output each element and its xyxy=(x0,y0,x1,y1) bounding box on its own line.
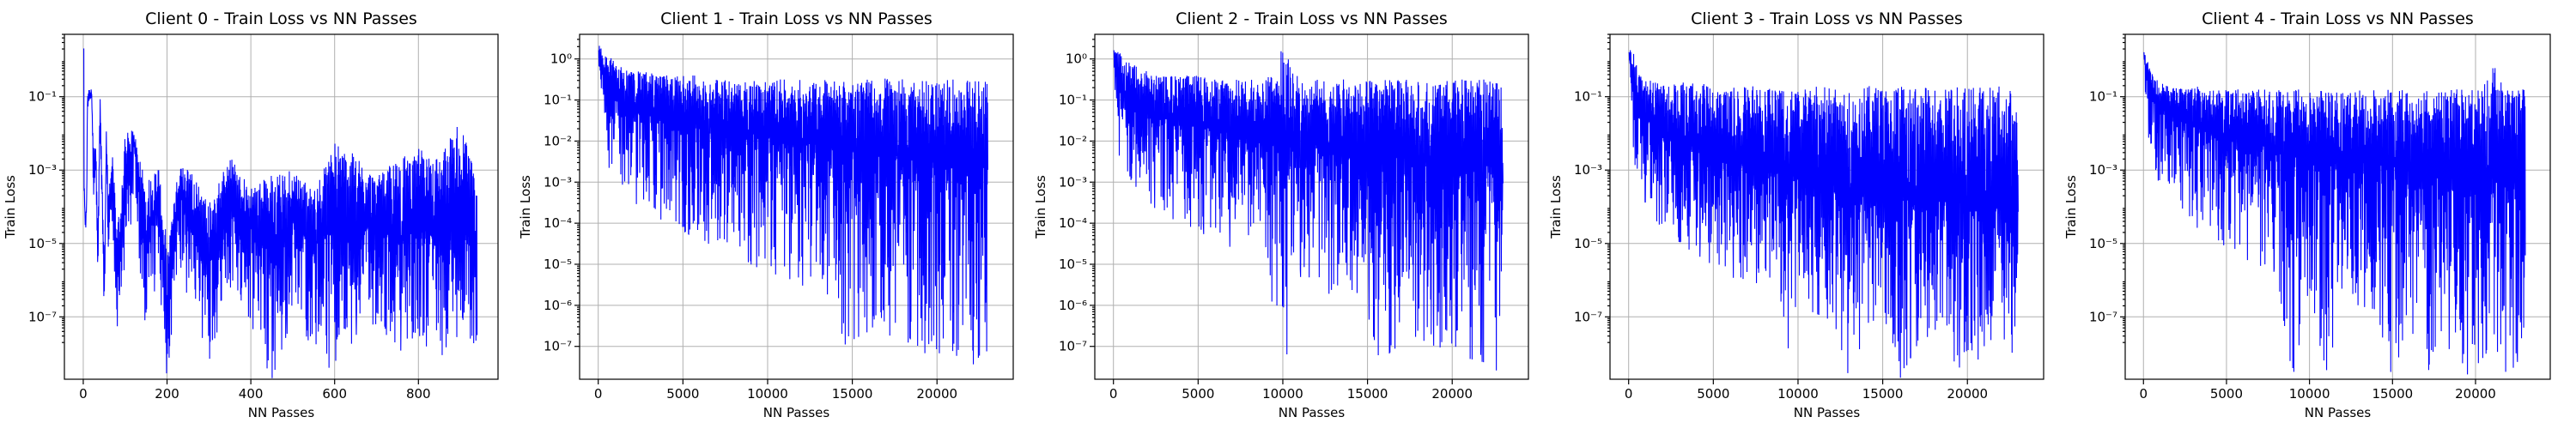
y-tick-label: 10⁻⁵ xyxy=(2089,236,2117,251)
x-tick-label: 600 xyxy=(322,386,347,402)
x-tick-label: 0 xyxy=(2139,386,2148,402)
x-tick-label: 10000 xyxy=(747,386,788,402)
chart-panel-3: Client 3 - Train Loss vs NN Passes 0 5000 1… xyxy=(1548,9,2044,420)
y-tick-label: 10⁻³ xyxy=(1574,162,1602,178)
y-tick-label: 10⁰ xyxy=(550,51,572,67)
series-line-0 xyxy=(1628,50,2019,378)
y-tick-label: 10⁻⁷ xyxy=(2089,309,2117,324)
y-tick-label: 10⁻⁶ xyxy=(544,298,572,313)
series-line-0 xyxy=(82,48,478,378)
y-tick-label: 10⁻⁷ xyxy=(28,309,57,324)
y-tick-label: 10⁻⁵ xyxy=(1059,257,1087,272)
chart-panel-0: Client 0 - Train Loss vs NN Passes 0 200 40… xyxy=(3,9,499,420)
chart-title: Client 1 - Train Loss vs NN Passes xyxy=(660,9,933,28)
plot-frame xyxy=(2124,33,2551,380)
y-axis-label: Train Loss xyxy=(2063,175,2079,239)
y-tick-label: 10⁻⁴ xyxy=(544,215,572,231)
y-tick-label: 10⁻¹ xyxy=(544,93,572,108)
x-axis-label: NN Passes xyxy=(763,405,830,420)
chart-title: Client 2 - Train Loss vs NN Passes xyxy=(1176,9,1448,28)
x-tick-label: 20000 xyxy=(1947,386,1988,402)
x-tick-label: 20000 xyxy=(916,386,957,402)
y-tick-label: 10⁻⁵ xyxy=(28,236,57,251)
y-tick-label: 10⁻⁷ xyxy=(1059,339,1087,354)
x-tick-label: 15000 xyxy=(2372,386,2413,402)
y-axis-label: Train Loss xyxy=(3,175,18,239)
x-tick-label: 0 xyxy=(594,386,603,402)
x-axis-label: NN Passes xyxy=(2305,405,2372,420)
x-tick-label: 0 xyxy=(1109,386,1118,402)
y-tick-label: 10⁻⁵ xyxy=(544,257,572,272)
x-tick-label: 15000 xyxy=(1347,386,1388,402)
y-tick-label: 10⁻⁴ xyxy=(1059,215,1087,231)
x-axis-label: NN Passes xyxy=(1279,405,1346,420)
x-tick-label: 10000 xyxy=(1262,386,1303,402)
y-axis-label: Train Loss xyxy=(518,175,533,239)
x-tick-label: 20000 xyxy=(1431,386,1473,402)
y-tick-label: 10⁻³ xyxy=(1059,174,1087,190)
y-tick-label: 10⁻³ xyxy=(28,162,57,178)
x-tick-label: 15000 xyxy=(832,386,873,402)
y-tick-label: 10⁰ xyxy=(1066,51,1087,67)
y-tick-label: 10⁻⁷ xyxy=(1574,309,1602,324)
x-tick-label: 15000 xyxy=(1862,386,1904,402)
chart-title: Client 3 - Train Loss vs NN Passes xyxy=(1691,9,1963,28)
y-tick-label: 10⁻² xyxy=(1059,133,1087,148)
y-tick-label: 10⁻² xyxy=(544,133,572,148)
y-axis-label: Train Loss xyxy=(1548,175,1564,239)
x-tick-label: 10000 xyxy=(2289,386,2330,402)
x-axis-label: NN Passes xyxy=(1794,405,1861,420)
series-line-0 xyxy=(2143,51,2526,375)
x-tick-label: 200 xyxy=(155,386,179,402)
series-line-0 xyxy=(598,45,988,365)
chart-panel-2: Client 2 - Train Loss vs NN Passes 0 5000 1… xyxy=(1033,9,1529,420)
x-tick-label: 0 xyxy=(1625,386,1633,402)
x-axis-label: NN Passes xyxy=(248,405,315,420)
y-tick-label: 10⁻⁷ xyxy=(544,339,572,354)
x-tick-label: 400 xyxy=(239,386,264,402)
x-tick-label: 20000 xyxy=(2455,386,2496,402)
chart-panel-4: Client 4 - Train Loss vs NN Passes 0 5000 1… xyxy=(2063,9,2551,420)
chart-title: Client 4 - Train Loss vs NN Passes xyxy=(2202,9,2474,28)
x-tick-label: 5000 xyxy=(2210,386,2243,402)
chart-panel-1: Client 1 - Train Loss vs NN Passes 0 5000 1… xyxy=(518,9,1014,420)
chart-title: Client 0 - Train Loss vs NN Passes xyxy=(145,9,417,28)
y-tick-label: 10⁻³ xyxy=(2089,162,2117,178)
x-tick-label: 5000 xyxy=(1697,386,1729,402)
y-tick-label: 10⁻³ xyxy=(544,174,572,190)
x-tick-label: 5000 xyxy=(1182,386,1214,402)
y-tick-label: 10⁻¹ xyxy=(2089,89,2117,105)
series-line-0 xyxy=(1113,50,1504,371)
y-tick-label: 10⁻¹ xyxy=(1059,93,1087,108)
plot-frame xyxy=(1609,33,2044,380)
y-axis-label: Train Loss xyxy=(1033,175,1048,239)
plot-frame xyxy=(1094,33,1529,380)
x-tick-label: 800 xyxy=(406,386,431,402)
plot-frame xyxy=(579,33,1014,380)
y-tick-label: 10⁻⁶ xyxy=(1059,298,1087,313)
y-tick-label: 10⁻¹ xyxy=(28,89,57,105)
y-tick-label: 10⁻⁵ xyxy=(1574,236,1602,251)
x-tick-label: 10000 xyxy=(1777,386,1819,402)
x-tick-label: 5000 xyxy=(666,386,699,402)
y-tick-label: 10⁻¹ xyxy=(1574,89,1602,105)
plot-frame xyxy=(64,33,499,380)
x-tick-label: 0 xyxy=(79,386,88,402)
